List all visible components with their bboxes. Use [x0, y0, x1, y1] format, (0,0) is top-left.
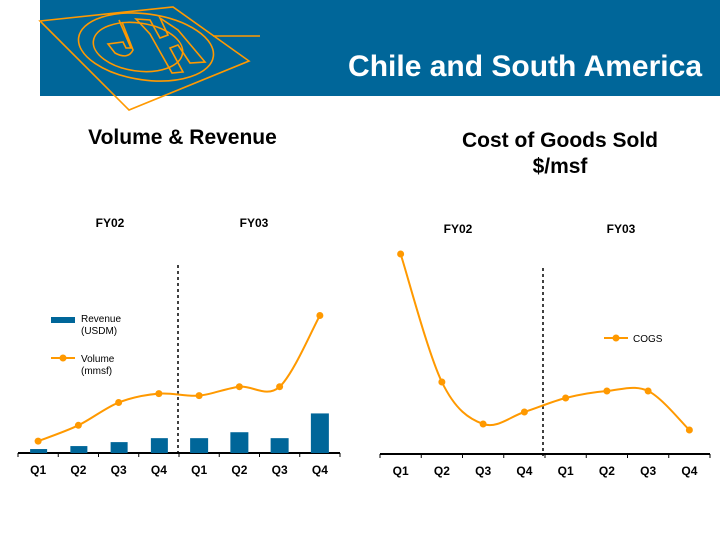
volume-point — [316, 311, 324, 319]
legend-revenue-swatch — [51, 317, 75, 323]
x-tick-label: Q3 — [272, 463, 288, 477]
fiscal-year-label: FY02 — [444, 222, 473, 236]
chart2-title-line1: Cost of Goods Sold — [462, 129, 658, 152]
volume-point — [235, 383, 243, 391]
revenue-bar — [30, 449, 48, 453]
x-tick-label: Q1 — [558, 464, 574, 478]
x-tick-label: Q1 — [191, 463, 207, 477]
legend-cogs-label: COGS — [633, 334, 663, 345]
cogs-point — [479, 420, 487, 428]
volume-point — [195, 392, 203, 400]
legend-volume-marker — [59, 354, 67, 362]
x-tick-label: Q3 — [475, 464, 491, 478]
legend-volume-label: Volume — [81, 354, 115, 365]
x-tick-label: Q3 — [640, 464, 656, 478]
revenue-bar — [230, 432, 249, 453]
cogs-line — [399, 253, 691, 431]
x-tick-label: Q1 — [30, 463, 46, 477]
chart2-title-line2: $/msf — [532, 155, 588, 178]
legend-revenue-label: Revenue — [81, 314, 121, 325]
revenue-bar — [70, 446, 88, 453]
legend-cogs-marker — [612, 334, 620, 342]
slide-title: Chile and South America — [348, 50, 702, 83]
cogs-point — [562, 394, 570, 402]
x-tick-label: Q2 — [231, 463, 247, 477]
cogs-point — [438, 378, 446, 386]
cogs-point — [644, 387, 652, 395]
revenue-bar — [110, 442, 128, 453]
volume-point — [34, 437, 42, 445]
revenue-bar — [190, 438, 209, 453]
x-tick-label: Q4 — [151, 463, 167, 477]
volume-revenue-chart: Q1 Q2 Q3 Q4 Q1 Q2 Q3 Q4 FY02 FY03 Revenue(USDM) Vol… — [17, 216, 341, 477]
revenue-bar — [310, 413, 329, 453]
legend-revenue-label: (USDM) — [81, 326, 117, 337]
fiscal-year-label: FY02 — [96, 216, 125, 230]
company-logo — [38, 6, 260, 111]
header-banner — [40, 0, 720, 96]
fiscal-year-label: FY03 — [607, 222, 636, 236]
revenue-bar — [270, 438, 289, 453]
x-tick-label: Q4 — [516, 464, 532, 478]
revenue-bar — [150, 438, 168, 453]
x-tick-label: Q2 — [70, 463, 86, 477]
x-tick-label: Q2 — [599, 464, 615, 478]
x-tick-label: Q3 — [111, 463, 127, 477]
cogs-point — [520, 408, 528, 416]
fiscal-year-label: FY03 — [240, 216, 269, 230]
volume-point — [155, 390, 163, 398]
cogs-point — [397, 250, 405, 258]
volume-point — [74, 421, 82, 429]
cogs-point — [685, 426, 693, 434]
x-tick-label: Q2 — [434, 464, 450, 478]
x-tick-label: Q1 — [393, 464, 409, 478]
x-tick-label: Q4 — [681, 464, 697, 478]
volume-point — [276, 383, 284, 391]
volume-point — [115, 399, 123, 407]
chart1-title: Volume & Revenue — [88, 126, 277, 149]
cogs-point — [603, 387, 611, 395]
legend-volume-label: (mmsf) — [81, 366, 112, 377]
x-tick-label: Q4 — [312, 463, 328, 477]
chart2-title: Cost of Goods Sold $/msf — [420, 128, 700, 180]
